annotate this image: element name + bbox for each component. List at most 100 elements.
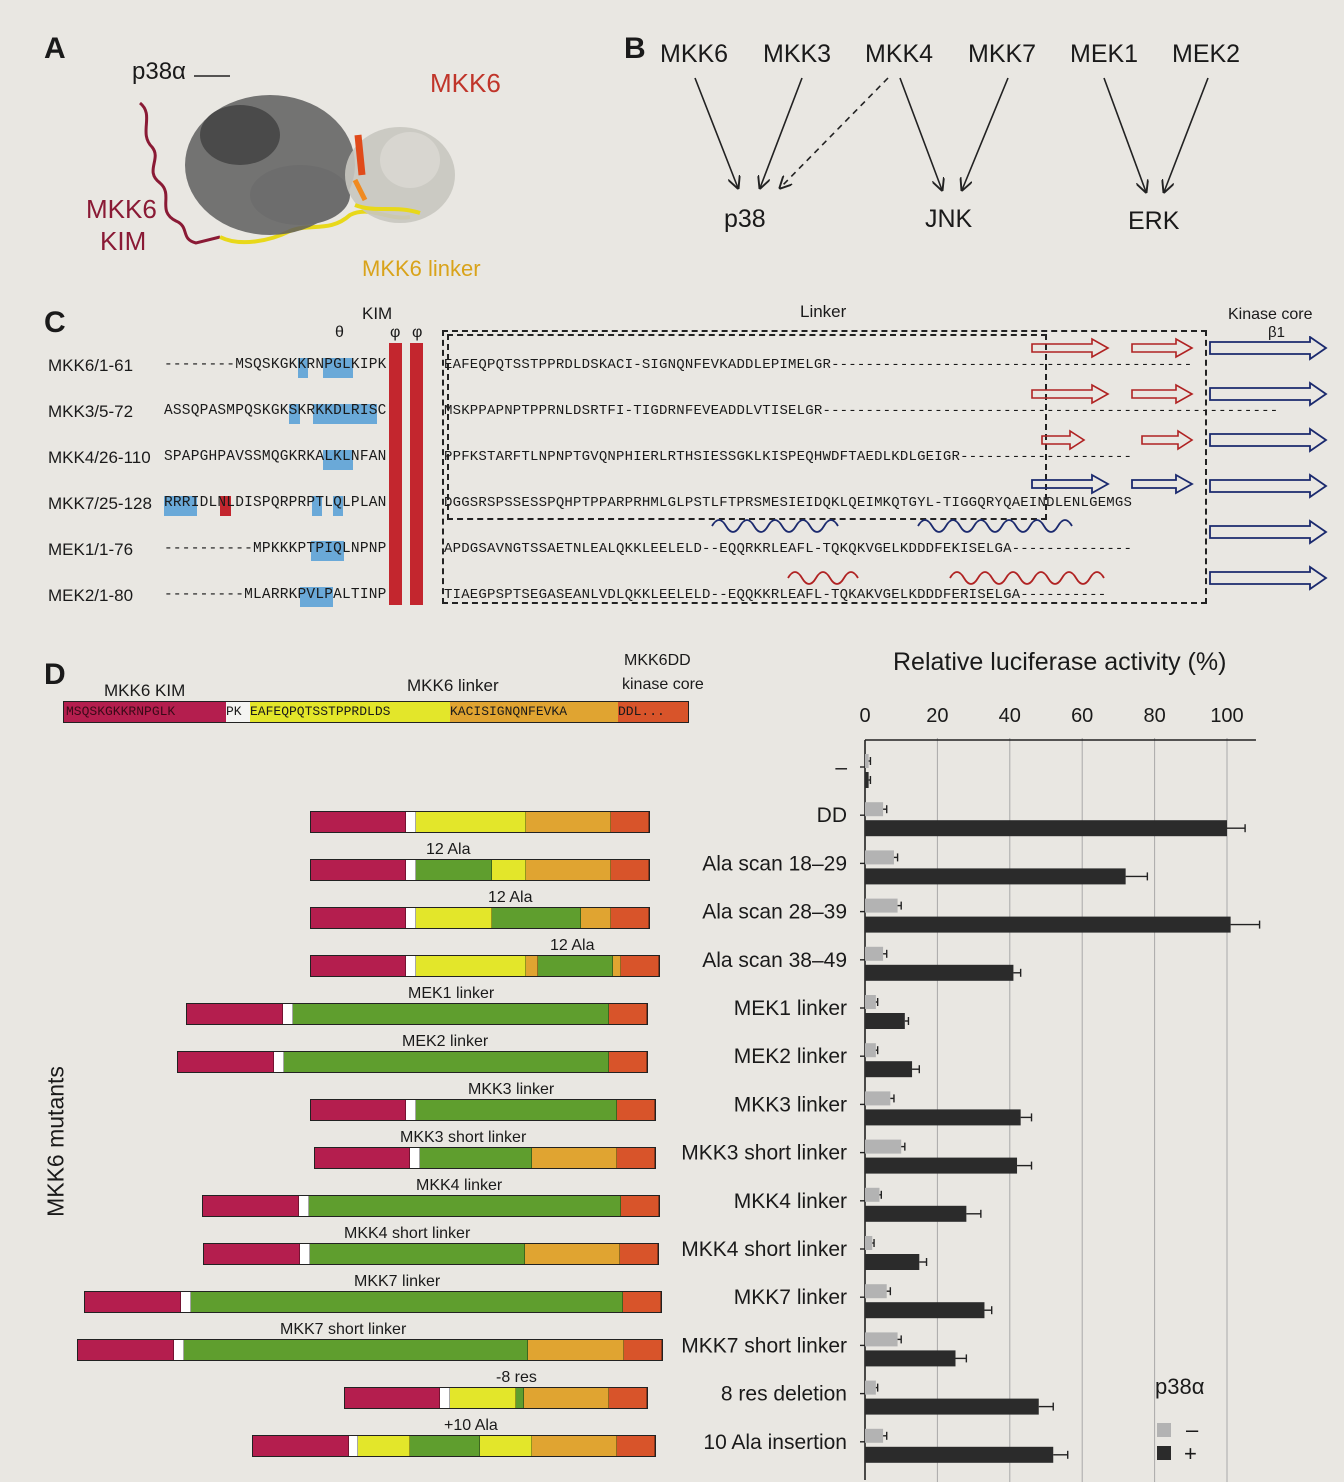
x-tick-label: 20	[926, 705, 948, 727]
helix-squiggles	[711, 519, 1105, 585]
sequence-row-kim: --------MSQSKGKKRNPGLKIPK	[164, 357, 387, 373]
category-label: MKK4 linker	[734, 1190, 847, 1213]
target-p38: p38	[724, 205, 766, 233]
sequence-row-linker: ----------TIAEGPSPTSEGASEANLVDLQKKLEELEL…	[444, 587, 1107, 603]
construct-segment	[315, 1148, 411, 1168]
construct-segment	[613, 956, 622, 976]
construct-segment	[609, 1052, 648, 1072]
construct-segment	[345, 1388, 441, 1408]
header-kim: KIM	[362, 304, 393, 323]
construct-bar	[202, 1195, 660, 1217]
category-label: Ala scan 28–39	[702, 901, 847, 924]
construct-bar	[344, 1387, 648, 1409]
legend-core-1: MKK6DD	[624, 652, 691, 669]
panel-a-letter: A	[44, 32, 66, 65]
construct-bar	[310, 811, 650, 833]
construct-segment	[311, 860, 407, 880]
kinase-mek2: MEK2	[1172, 40, 1241, 68]
construct-segment	[173, 1340, 184, 1360]
bar-minus	[865, 898, 898, 913]
construct-segment	[292, 1004, 610, 1024]
sequence-row-name: MKK4/26-110	[48, 448, 151, 467]
sequence-row-kim: ----------MPKKKPTPIQLNPNP	[164, 541, 387, 557]
legend-label-plus: +	[1184, 1441, 1197, 1466]
phi-column-1	[389, 343, 402, 605]
construct-segment	[479, 1436, 532, 1456]
category-label: MKK7 short linker	[681, 1334, 847, 1357]
construct-segment	[78, 1340, 174, 1360]
category-label: –	[835, 756, 847, 779]
construct-segment	[416, 1100, 618, 1120]
legend-linker: MKK6 linker	[407, 676, 499, 695]
construct-segment	[515, 1388, 524, 1408]
construct-segment	[406, 1100, 417, 1120]
construct-segment	[311, 956, 407, 976]
category-label: MKK3 short linker	[681, 1142, 847, 1165]
construct-label: +10 Ala	[444, 1417, 498, 1434]
blue-hl	[313, 404, 377, 424]
construct-segment	[531, 1148, 618, 1168]
legend-core-2: kinase core	[622, 676, 704, 693]
bar-plus	[865, 1061, 913, 1078]
bar-plus	[865, 1109, 1021, 1126]
construct-segment	[609, 1388, 647, 1408]
category-label: DD	[817, 804, 847, 827]
header-seq-ddl: DDL...	[618, 702, 688, 722]
construct-label: 12 Ala	[426, 841, 471, 858]
construct-bar	[310, 955, 660, 977]
target-erk: ERK	[1128, 207, 1180, 235]
blue-hl	[323, 358, 353, 378]
sequence-row-linker: ----------------------------------------…	[444, 357, 1193, 373]
kinase-mkk3: MKK3	[763, 40, 832, 68]
bar-minus	[865, 1380, 876, 1395]
legend-kim: MKK6 KIM	[104, 681, 186, 700]
bar-minus	[865, 995, 876, 1009]
construct-segment	[406, 812, 417, 832]
legend-title: p38α	[1155, 1374, 1205, 1399]
structure-image	[138, 95, 455, 245]
header-linker: Linker	[800, 302, 847, 321]
construct-segment	[416, 908, 492, 928]
header-phi1: φ	[390, 324, 401, 341]
sequence-row-name: MEK1/1-76	[48, 540, 134, 559]
construct-bar	[186, 1003, 648, 1025]
header-beta1: β1	[1268, 324, 1285, 341]
kinase-mkk4: MKK4	[865, 40, 934, 68]
construct-bar	[252, 1435, 656, 1457]
construct-label: -8 res	[496, 1369, 537, 1386]
construct-segment	[348, 1436, 359, 1456]
construct-segment	[621, 1196, 659, 1216]
bar-plus	[865, 820, 1227, 837]
blue-hl	[323, 450, 353, 470]
sequence-row-name: MKK3/5-72	[48, 402, 134, 421]
legend-swatch-plus	[1157, 1446, 1171, 1460]
construct-segment	[406, 860, 417, 880]
sequence-row-linker: --------------APDGSAVNGTSSAETNLEALQKKLEE…	[444, 541, 1133, 557]
construct-segment	[581, 908, 612, 928]
construct-segment	[187, 1004, 283, 1024]
bar-plus	[865, 772, 869, 788]
construct-segment	[308, 1196, 622, 1216]
target-jnk: JNK	[925, 205, 973, 233]
construct-bar	[310, 1099, 656, 1121]
category-label: MEK1 linker	[734, 997, 847, 1020]
construct-segment	[190, 1292, 624, 1312]
header-seq-kac: KACISIGNQNFEVKA	[450, 702, 618, 722]
header-theta: θ	[335, 324, 344, 341]
bar-minus	[865, 1187, 880, 1202]
label-kim-2: KIM	[100, 226, 147, 256]
construct-bar	[77, 1339, 663, 1361]
construct-label: MEK1 linker	[408, 985, 495, 1002]
construct-label: MKK4 linker	[416, 1177, 503, 1194]
construct-label: MKK7 linker	[354, 1273, 441, 1290]
kinase-mek1: MEK1	[1070, 40, 1139, 68]
construct-segment	[358, 1436, 411, 1456]
bar-plus	[865, 964, 1014, 981]
construct-label: MKK7 short linker	[280, 1321, 407, 1338]
x-tick-label: 0	[859, 705, 870, 727]
construct-label: MKK3 short linker	[400, 1129, 527, 1146]
chart-title: Relative luciferase activity (%)	[893, 648, 1227, 676]
blue-hl	[300, 587, 333, 607]
construct-segment	[491, 908, 582, 928]
construct-segment	[282, 1004, 293, 1024]
